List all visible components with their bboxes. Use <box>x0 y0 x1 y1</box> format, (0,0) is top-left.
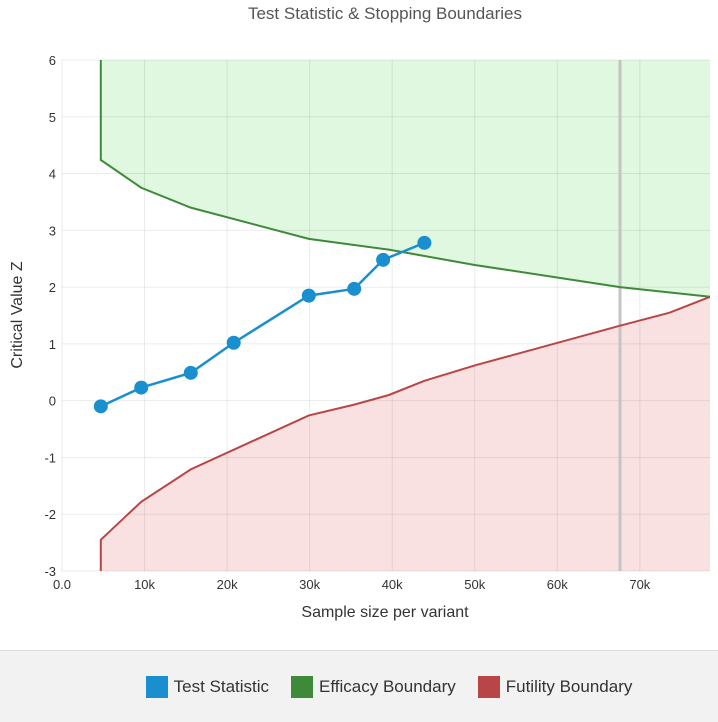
legend-swatch <box>145 675 168 698</box>
chart-title: Test Statistic & Stopping Boundaries <box>247 4 523 23</box>
y-tick-label: -1 <box>44 450 56 465</box>
futility-boundary-line <box>99 295 711 571</box>
legend-swatch <box>291 675 314 698</box>
y-tick-label: 5 <box>49 110 56 125</box>
legend-futility-boundary[interactable]: Futility Boundary <box>477 675 633 698</box>
legend: Test Statistic Efficacy Boundary Futilit… <box>0 650 718 722</box>
y-tick-label: 0 <box>49 394 56 409</box>
chart-plot: 0.0 10k 20k 30k 40k 50k 60k 70k 6 5 4 3 2 1 0 -1 -2 -3 Sam… <box>9 53 711 621</box>
legend-test-statistic[interactable]: Test Statistic <box>145 675 270 698</box>
x-tick-label: 70k <box>629 577 650 592</box>
test-statistic-point <box>93 399 108 414</box>
y-tick-label: 4 <box>49 167 56 182</box>
efficacy-boundary-line <box>99 60 711 298</box>
efficacy-region <box>100 60 710 297</box>
test-statistic-point <box>417 235 432 250</box>
legend-label: Efficacy Boundary <box>319 676 456 696</box>
y-tick-label: 3 <box>49 223 56 238</box>
y-tick-label: 1 <box>49 337 56 352</box>
legend-label: Futility Boundary <box>505 676 633 696</box>
test-statistic-point <box>226 335 241 350</box>
test-statistic-point <box>347 281 362 296</box>
x-tick-label: 20k <box>217 577 238 592</box>
x-axis-label: Sample size per variant <box>301 604 469 621</box>
test-statistic-point <box>183 365 198 380</box>
futility-region <box>100 296 710 571</box>
y-tick-label: -2 <box>44 507 56 522</box>
x-tick-label: 60k <box>547 577 568 592</box>
legend-label: Test Statistic <box>173 676 270 696</box>
y-tick-label: 2 <box>49 280 56 295</box>
test-statistic-point <box>376 252 391 267</box>
y-tick-label: 6 <box>49 53 56 68</box>
x-tick-label: 10k <box>134 577 155 592</box>
y-tick-label: -3 <box>44 564 56 579</box>
x-tick-label: 40k <box>382 577 403 592</box>
test-statistic-point <box>134 380 149 395</box>
x-tick-label: 50k <box>464 577 485 592</box>
test-statistic-point <box>301 288 316 303</box>
x-tick-label: 0.0 <box>53 577 71 592</box>
y-axis-label: Critical Value Z <box>9 261 26 369</box>
legend-swatch <box>477 675 500 698</box>
legend-efficacy-boundary[interactable]: Efficacy Boundary <box>291 675 456 698</box>
test-statistic-line <box>100 241 425 408</box>
x-tick-label: 30k <box>299 577 320 592</box>
